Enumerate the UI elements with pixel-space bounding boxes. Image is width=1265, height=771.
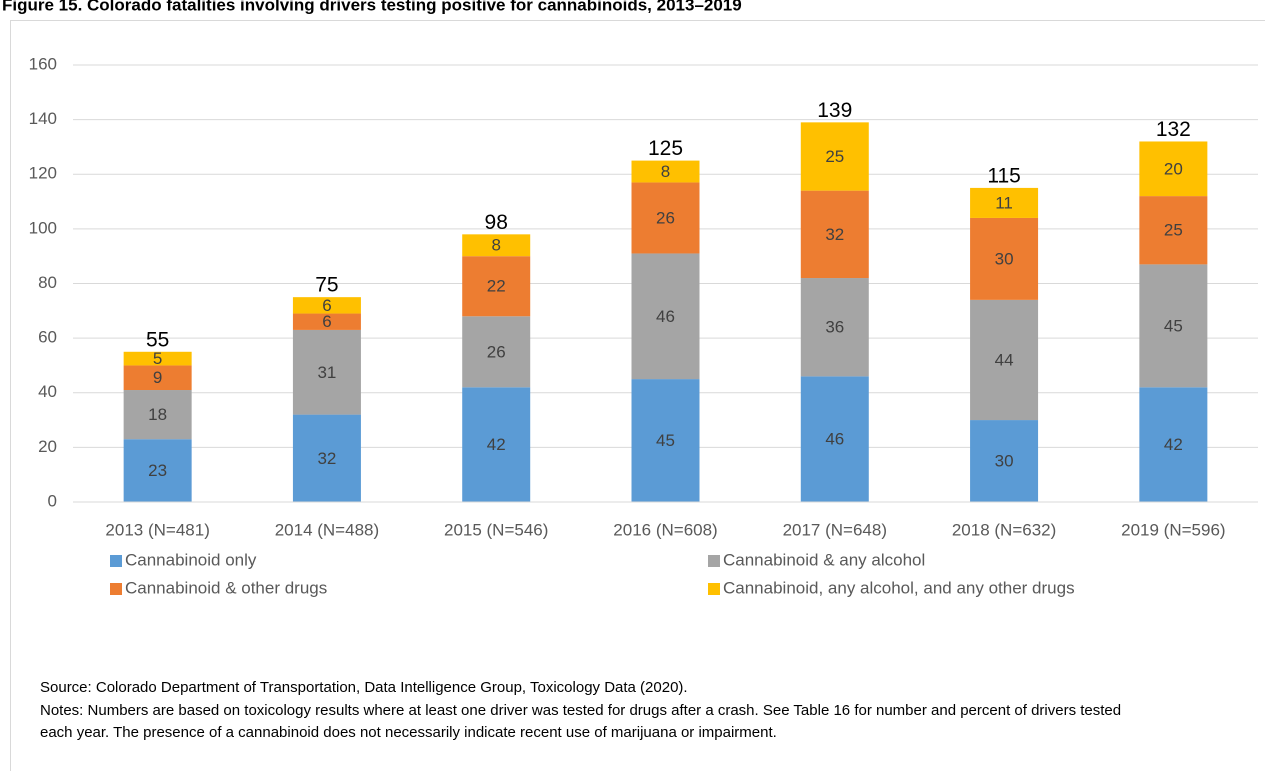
- bar-segment: [462, 316, 531, 388]
- y-tick-label: 40: [38, 382, 57, 401]
- value-label: 9: [153, 368, 162, 387]
- x-tick-label: 2018 (N=632): [952, 520, 1056, 539]
- bar-segment: [970, 299, 1039, 421]
- bar-segment: [970, 187, 1039, 218]
- total-label: 132: [1156, 118, 1191, 141]
- value-label: 23: [148, 461, 167, 480]
- value-label: 25: [1164, 221, 1183, 240]
- bar-segment: [462, 234, 531, 257]
- legend-swatch: [110, 583, 122, 595]
- value-label: 25: [825, 147, 844, 166]
- legend-swatch: [708, 583, 720, 595]
- x-tick-label: 2015 (N=546): [444, 520, 548, 539]
- total-label: 139: [817, 99, 852, 122]
- bar-segment: [631, 379, 700, 502]
- value-label: 45: [656, 431, 675, 450]
- bar-segment: [631, 182, 700, 254]
- total-label: 115: [987, 164, 1020, 187]
- bar-segment: [123, 390, 192, 440]
- bar-segment: [292, 414, 361, 502]
- value-label: 8: [491, 236, 500, 255]
- bar-segment: [462, 387, 531, 502]
- value-label: 36: [825, 318, 844, 337]
- bar-segment: [1139, 264, 1208, 388]
- value-label: 5: [153, 349, 162, 368]
- value-label: 45: [1164, 316, 1183, 335]
- value-label: 30: [995, 452, 1014, 471]
- value-label: 6: [322, 312, 331, 331]
- value-label: 46: [656, 307, 675, 326]
- value-label: 46: [825, 430, 844, 449]
- y-tick-label: 120: [29, 164, 57, 183]
- legend-label: Cannabinoid & other drugs: [125, 578, 327, 597]
- value-label: 20: [1164, 159, 1183, 178]
- y-tick-label: 60: [38, 328, 57, 347]
- bar-segment: [970, 420, 1039, 502]
- value-label: 31: [317, 363, 336, 382]
- y-tick-label: 160: [29, 54, 57, 73]
- value-label: 6: [322, 296, 331, 315]
- bar-segment: [292, 313, 361, 330]
- bar-segment: [970, 217, 1039, 300]
- total-label: 125: [648, 137, 683, 160]
- bar-segment: [631, 160, 700, 183]
- bar-segment: [123, 439, 192, 502]
- total-label: 75: [315, 274, 338, 297]
- legend-label: Cannabinoid & any alcohol: [723, 550, 925, 569]
- bar-segment: [800, 122, 869, 191]
- value-label: 42: [1164, 435, 1183, 454]
- legend-swatch: [708, 555, 720, 567]
- value-label: 22: [487, 277, 506, 296]
- value-label: 26: [487, 342, 506, 361]
- x-tick-label: 2013 (N=481): [105, 520, 209, 539]
- bar-segment: [123, 365, 192, 391]
- source: Source: Colorado Department of Transport…: [40, 679, 688, 696]
- y-tick-label: 100: [29, 218, 57, 237]
- y-tick-label: 0: [48, 491, 57, 510]
- value-label: 30: [995, 249, 1014, 268]
- value-label: 42: [487, 435, 506, 454]
- bar-segment: [123, 351, 192, 366]
- bar-segment: [631, 253, 700, 380]
- total-label: 98: [485, 211, 508, 234]
- y-tick-label: 140: [29, 109, 57, 128]
- value-label: 11: [995, 193, 1013, 212]
- bar-segment: [292, 297, 361, 314]
- x-tick-label: 2019 (N=596): [1121, 520, 1225, 539]
- bar-segment: [1139, 196, 1208, 265]
- total-label: 55: [146, 328, 169, 351]
- bar-segment: [800, 376, 869, 502]
- y-tick-label: 20: [38, 437, 57, 456]
- legend-label: Cannabinoid, any alcohol, and any other …: [723, 578, 1075, 597]
- y-tick-label: 80: [38, 273, 57, 292]
- legend-label: Cannabinoid only: [125, 550, 257, 569]
- bar-segment: [800, 190, 869, 279]
- value-label: 18: [148, 405, 167, 424]
- bar-segment: [1139, 387, 1208, 502]
- chart-frame: [10, 20, 1265, 771]
- x-tick-label: 2016 (N=608): [613, 520, 717, 539]
- value-label: 26: [656, 208, 675, 227]
- bar-segment: [292, 329, 361, 415]
- value-label: 8: [661, 162, 670, 181]
- notes: Notes: Numbers are based on toxicology r…: [40, 702, 1122, 741]
- value-label: 32: [317, 449, 336, 468]
- x-tick-label: 2014 (N=488): [275, 520, 379, 539]
- value-label: 44: [995, 350, 1014, 369]
- bar-segment: [1139, 141, 1208, 197]
- chart-title: Figure 15. Colorado fatalities involving…: [2, 0, 742, 14]
- bar-segment: [462, 256, 531, 317]
- bar-segment: [800, 278, 869, 377]
- legend-swatch: [110, 555, 122, 567]
- x-tick-label: 2017 (N=648): [783, 520, 887, 539]
- value-label: 32: [825, 225, 844, 244]
